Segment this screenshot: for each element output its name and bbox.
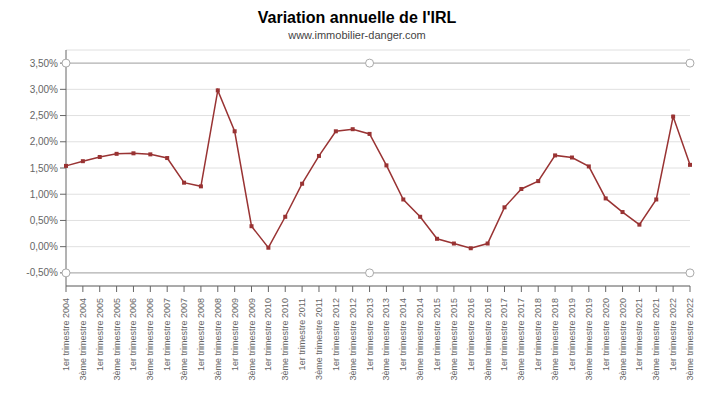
svg-text:3ème trimestre 2009: 3ème trimestre 2009 <box>247 298 257 381</box>
svg-text:1,50%: 1,50% <box>30 163 58 174</box>
svg-text:3ème trimestre 2008: 3ème trimestre 2008 <box>213 298 223 381</box>
html-text:www.immobilier-danger.com: www.immobilier-danger.com <box>288 29 426 41</box>
svg-text:1er trimestre 2018: 1er trimestre 2018 <box>533 298 543 371</box>
svg-text:3ème trimestre 2017: 3ème trimestre 2017 <box>516 298 526 381</box>
svg-text:2,00%: 2,00% <box>30 136 58 147</box>
svg-text:3ème trimestre 2012: 3ème trimestre 2012 <box>348 298 358 381</box>
svg-text:0,00%: 0,00% <box>30 241 58 252</box>
svg-text:1er trimestre 2022: 1er trimestre 2022 <box>668 298 678 371</box>
svg-text:1er trimestre 2005: 1er trimestre 2005 <box>95 298 105 371</box>
svg-text:3,00%: 3,00% <box>30 84 58 95</box>
svg-text:1er trimestre 2007: 1er trimestre 2007 <box>162 298 172 371</box>
svg-text:3ème trimestre 2006: 3ème trimestre 2006 <box>145 298 155 381</box>
svg-text:2,50%: 2,50% <box>30 110 58 121</box>
svg-text:3ème trimestre 2005: 3ème trimestre 2005 <box>112 298 122 381</box>
svg-text:0,50%: 0,50% <box>30 215 58 226</box>
svg-text:3ème trimestre 2013: 3ème trimestre 2013 <box>381 298 391 381</box>
svg-text:1er trimestre 2017: 1er trimestre 2017 <box>499 298 509 371</box>
svg-text:1er trimestre 2010: 1er trimestre 2010 <box>263 298 273 371</box>
svg-text:1er trimestre 2015: 1er trimestre 2015 <box>432 298 442 371</box>
svg-text:3ème trimestre 2011: 3ème trimestre 2011 <box>314 298 324 380</box>
svg-text:-0,50%: -0,50% <box>26 267 58 278</box>
svg-text:3ème trimestre 2020: 3ème trimestre 2020 <box>618 298 628 381</box>
svg-text:3ème trimestre 2015: 3ème trimestre 2015 <box>449 298 459 381</box>
svg-text:1er trimestre 2006: 1er trimestre 2006 <box>128 298 138 371</box>
svg-text:1er trimestre 2011: 1er trimestre 2011 <box>297 298 307 370</box>
svg-text:1er trimestre 2009: 1er trimestre 2009 <box>230 298 240 371</box>
svg-text:1er trimestre 2016: 1er trimestre 2016 <box>466 298 476 371</box>
svg-text:1er trimestre 2020: 1er trimestre 2020 <box>601 298 611 371</box>
svg-text:1er trimestre 2008: 1er trimestre 2008 <box>196 298 206 371</box>
svg-text:3ème trimestre 2021: 3ème trimestre 2021 <box>651 298 661 381</box>
html-text:Variation annuelle de l'IRL: Variation annuelle de l'IRL <box>257 9 457 26</box>
svg-text:1er trimestre 2012: 1er trimestre 2012 <box>331 298 341 371</box>
svg-text:3ème trimestre 2004: 3ème trimestre 2004 <box>78 298 88 381</box>
svg-text:3ème trimestre 2019: 3ème trimestre 2019 <box>584 298 594 381</box>
svg-text:3ème trimestre 2014: 3ème trimestre 2014 <box>415 298 425 381</box>
svg-text:1er trimestre 2019: 1er trimestre 2019 <box>567 298 577 371</box>
svg-text:3ème trimestre 2010: 3ème trimestre 2010 <box>280 298 290 381</box>
svg-text:1er trimestre 2014: 1er trimestre 2014 <box>398 298 408 371</box>
svg-text:1er trimestre 2013: 1er trimestre 2013 <box>365 298 375 371</box>
svg-text:3ème trimestre 2007: 3ème trimestre 2007 <box>179 298 189 381</box>
svg-text:3ème trimestre 2022: 3ème trimestre 2022 <box>685 298 695 381</box>
svg-text:1er trimestre 2021: 1er trimestre 2021 <box>634 298 644 371</box>
svg-text:3,50%: 3,50% <box>30 58 58 69</box>
svg-text:1er trimestre 2004: 1er trimestre 2004 <box>61 298 71 371</box>
svg-text:1,00%: 1,00% <box>30 189 58 200</box>
svg-text:3ème trimestre 2016: 3ème trimestre 2016 <box>483 298 493 381</box>
svg-text:3ème trimestre 2018: 3ème trimestre 2018 <box>550 298 560 381</box>
